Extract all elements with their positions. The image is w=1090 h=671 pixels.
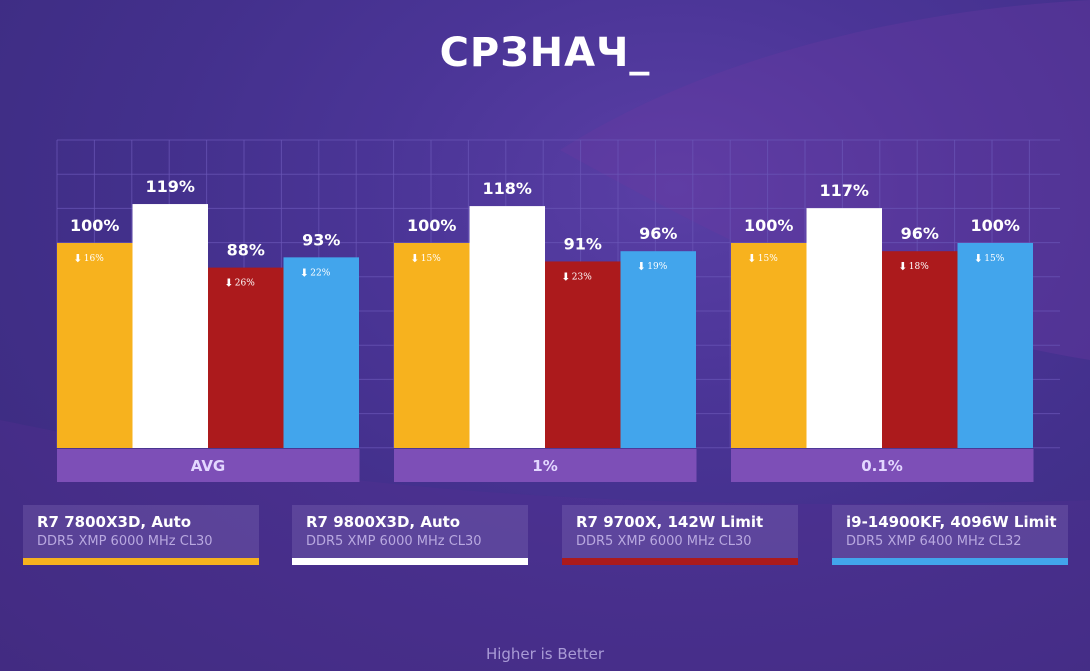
legend-color-bar (832, 558, 1068, 565)
bar-chart: AVG 1% 0.1%100%⬇ 16%100%⬇ 15%100%⬇ 15%119% 118… (56, 139, 1060, 482)
legend-item-r7-7800x3d: R7 7800X3D, Auto DDR5 XMP 6000 MHz CL30 (23, 505, 259, 565)
category-label: 0.1% (861, 457, 903, 475)
data-label: 119% (146, 177, 195, 196)
data-label: 91% (564, 234, 602, 253)
legend-item-memory: DDR5 XMP 6400 MHz CL32 (846, 534, 1022, 549)
footer-note: Higher is Better (485, 645, 605, 663)
bar (545, 261, 621, 448)
legend-color-bar (292, 558, 528, 565)
bar (394, 243, 470, 448)
data-label: 93% (302, 230, 340, 249)
delta-label: 15% (758, 254, 778, 264)
data-label: 118% (483, 179, 532, 198)
category-band (394, 449, 697, 482)
legend-item-r7-9800x3d: R7 9800X3D, Auto DDR5 XMP 6000 MHz CL30 (292, 505, 528, 565)
down-arrow-icon: ⬇ (73, 252, 82, 265)
bar (620, 251, 696, 448)
delta-label: 15% (421, 254, 441, 264)
down-arrow-icon: ⬇ (974, 252, 983, 265)
delta-label: 22% (310, 268, 330, 278)
legend-item-memory: DDR5 XMP 6000 MHz CL30 (576, 534, 752, 549)
delta-label: 26% (235, 279, 255, 289)
legend-item-memory: DDR5 XMP 6000 MHz CL30 (306, 534, 482, 549)
down-arrow-icon: ⬇ (561, 270, 570, 283)
legend-color-bar (562, 558, 798, 565)
data-label: 100% (407, 216, 456, 235)
legend-item-name: R7 9700X, 142W Limit (576, 513, 764, 531)
delta-label: 18% (909, 262, 929, 272)
bar (882, 251, 958, 448)
delta-label: 15% (984, 254, 1004, 264)
category-label: AVG (191, 457, 226, 475)
legend-item-memory: DDR5 XMP 6000 MHz CL30 (37, 534, 213, 549)
data-label: 100% (971, 216, 1020, 235)
bar (469, 206, 545, 448)
down-arrow-icon: ⬇ (747, 252, 756, 265)
bar (208, 267, 284, 448)
bar (283, 257, 359, 448)
legend-item-i9-14900kf: i9-14900KF, 4096W Limit DDR5 XMP 6400 MH… (832, 505, 1068, 565)
legend-item-name: i9-14900KF, 4096W Limit (846, 513, 1057, 531)
bar (132, 204, 208, 448)
data-label: 96% (901, 224, 939, 243)
delta-label: 19% (647, 262, 667, 272)
data-label: 96% (639, 224, 677, 243)
down-arrow-icon: ⬇ (637, 260, 646, 273)
data-label: 100% (744, 216, 793, 235)
category-band (731, 449, 1034, 482)
page-title: СРЗНАЧ_ (439, 30, 651, 76)
down-arrow-icon: ⬇ (410, 252, 419, 265)
down-arrow-icon: ⬇ (300, 266, 309, 279)
data-label: 100% (70, 216, 119, 235)
category-label: 1% (532, 457, 557, 475)
legend-item-r7-9700x: R7 9700X, 142W Limit DDR5 XMP 6000 MHz C… (562, 505, 798, 565)
legend-item-name: R7 9800X3D, Auto (306, 513, 461, 531)
category-band (57, 449, 360, 482)
down-arrow-icon: ⬇ (898, 260, 907, 273)
bar (806, 208, 882, 448)
legend-color-bar (23, 558, 259, 565)
data-label: 88% (227, 241, 265, 260)
legend-item-name: R7 7800X3D, Auto (37, 513, 192, 531)
delta-label: 16% (84, 254, 104, 264)
down-arrow-icon: ⬇ (224, 277, 233, 290)
bar (57, 243, 133, 448)
data-label: 117% (820, 181, 869, 200)
delta-label: 23% (572, 272, 592, 282)
bar (731, 243, 807, 448)
bar (957, 243, 1033, 448)
